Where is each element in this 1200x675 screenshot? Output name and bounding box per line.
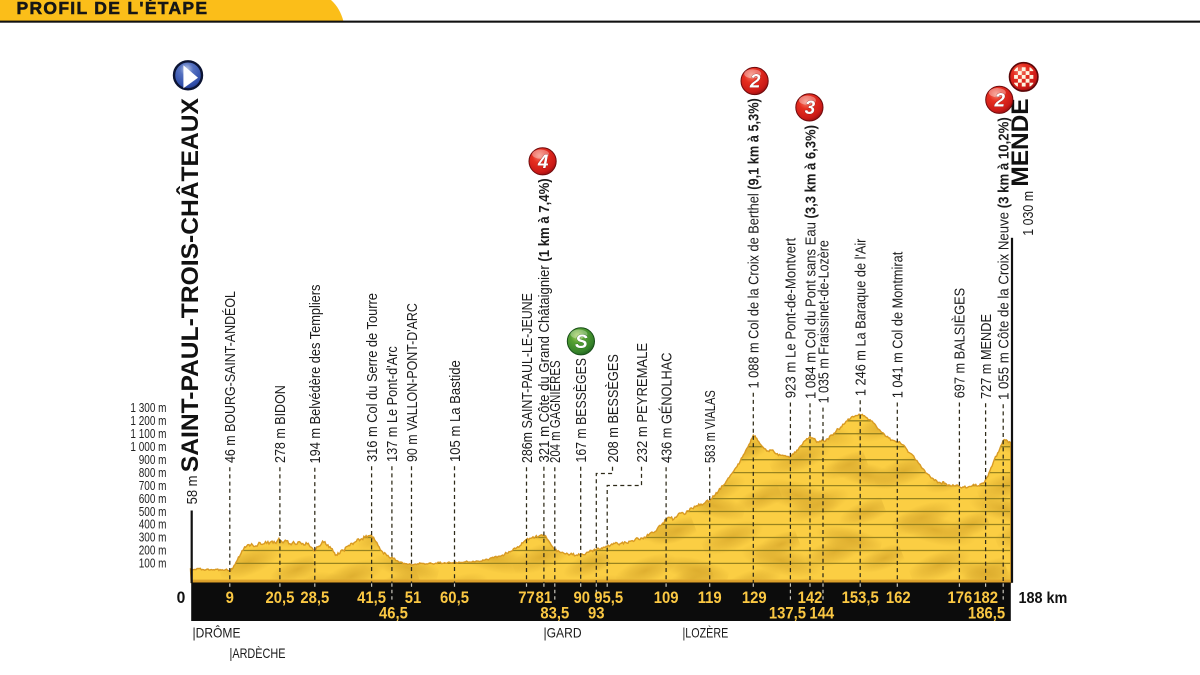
- svg-text:46,5: 46,5: [379, 605, 408, 623]
- svg-text:1 000 m: 1 000 m: [130, 441, 166, 454]
- svg-text:60,5: 60,5: [440, 589, 469, 607]
- svg-text:90 m VALLON-PONT-D'ARC: 90 m VALLON-PONT-D'ARC: [404, 303, 420, 462]
- svg-text:583 m VIALAS: 583 m VIALAS: [701, 390, 718, 463]
- svg-text:100 m: 100 m: [139, 558, 167, 571]
- svg-text:129: 129: [742, 589, 767, 607]
- svg-text:PROFIL DE L'ÉTAPE: PROFIL DE L'ÉTAPE: [17, 0, 209, 18]
- svg-text:46 m BOURG-SAINT-ANDÉOL: 46 m BOURG-SAINT-ANDÉOL: [221, 291, 238, 463]
- svg-text:400 m: 400 m: [139, 519, 167, 532]
- svg-text:90: 90: [573, 589, 590, 607]
- svg-text:200 m: 200 m: [139, 545, 167, 558]
- svg-text:1 030 m: 1 030 m: [1020, 191, 1036, 236]
- svg-text:83,5: 83,5: [540, 605, 569, 623]
- svg-text:800 m: 800 m: [139, 467, 167, 480]
- svg-text:20,5: 20,5: [265, 589, 294, 607]
- svg-text:1 084 m Col du Pont sans Eau (: 1 084 m Col du Pont sans Eau (3,3 km à 6…: [801, 125, 818, 399]
- svg-text:186,5: 186,5: [968, 605, 1005, 623]
- svg-text:1 088 m Col de la Croix de Ber: 1 088 m Col de la Croix de Berthel (9,1 …: [745, 98, 762, 388]
- svg-text:727 m MENDE: 727 m MENDE: [977, 314, 994, 399]
- svg-text:S: S: [575, 332, 588, 353]
- svg-text:300 m: 300 m: [139, 532, 167, 545]
- svg-text:1 100 m: 1 100 m: [130, 428, 166, 441]
- svg-text:58 m: 58 m: [183, 475, 200, 504]
- svg-text:119: 119: [698, 589, 722, 607]
- svg-text:500 m: 500 m: [139, 506, 167, 519]
- svg-text:9: 9: [226, 589, 235, 607]
- svg-text:|GARD: |GARD: [544, 625, 582, 641]
- svg-text:900 m: 900 m: [139, 454, 167, 467]
- svg-text:|LOZÈRE: |LOZÈRE: [683, 624, 729, 641]
- svg-text:232 m PEYREMALE: 232 m PEYREMALE: [633, 343, 650, 463]
- svg-text:697 m BALSIÈGES: 697 m BALSIÈGES: [951, 288, 968, 398]
- svg-text:0: 0: [177, 588, 186, 607]
- svg-text:188 km: 188 km: [1019, 589, 1068, 607]
- svg-text:436 m GÉNOLHAC: 436 m GÉNOLHAC: [657, 353, 674, 463]
- svg-text:700 m: 700 m: [139, 480, 167, 493]
- svg-text:321 m Côte du Grand Châtaignie: 321 m Côte du Grand Châtaignier (1 km à …: [535, 178, 552, 462]
- svg-text:|ARDÈCHE: |ARDÈCHE: [230, 645, 286, 662]
- svg-text:144: 144: [809, 605, 834, 623]
- svg-text:137,5: 137,5: [769, 605, 806, 623]
- svg-text:2: 2: [749, 72, 761, 93]
- svg-text:167 m BESSÈGES: 167 m BESSÈGES: [572, 358, 589, 462]
- svg-text:|DRÔME: |DRÔME: [193, 625, 241, 641]
- svg-text:137 m Le Pont-d'Arc: 137 m Le Pont-d'Arc: [383, 346, 400, 462]
- svg-text:153,5: 153,5: [842, 589, 879, 607]
- svg-text:MENDE: MENDE: [1007, 99, 1034, 187]
- svg-text:41,5: 41,5: [357, 589, 386, 607]
- svg-text:93: 93: [588, 605, 605, 623]
- svg-text:176: 176: [948, 589, 973, 607]
- svg-text:3: 3: [805, 98, 816, 119]
- svg-text:109: 109: [654, 589, 679, 607]
- svg-text:81: 81: [536, 589, 553, 607]
- svg-text:162: 162: [886, 589, 911, 607]
- svg-text:194 m Belvédère des Templiers: 194 m Belvédère des Templiers: [306, 285, 323, 464]
- svg-text:2: 2: [994, 90, 1006, 111]
- svg-text:4: 4: [537, 152, 549, 173]
- svg-text:600 m: 600 m: [139, 493, 167, 506]
- svg-text:204 m GAGNIÈRES: 204 m GAGNIÈRES: [547, 360, 564, 463]
- svg-text:278 m BIDON: 278 m BIDON: [271, 385, 288, 463]
- svg-text:316 m Col du Serre de Tourre: 316 m Col du Serre de Tourre: [363, 293, 380, 462]
- svg-text:51: 51: [405, 589, 422, 607]
- svg-text:77: 77: [518, 589, 535, 607]
- svg-text:1 246 m La Baraque de l'Air: 1 246 m La Baraque de l'Air: [851, 238, 868, 396]
- svg-text:SAINT-PAUL-TROIS-CHÂTEAUX: SAINT-PAUL-TROIS-CHÂTEAUX: [176, 98, 204, 472]
- svg-text:142: 142: [798, 589, 823, 607]
- svg-text:28,5: 28,5: [300, 589, 329, 607]
- svg-text:1 055 m Côte de la Croix Neuve: 1 055 m Côte de la Croix Neuve (3 km à 1…: [995, 117, 1012, 400]
- svg-text:1 035 m Fraissinet-de-Lozère: 1 035 m Fraissinet-de-Lozère: [814, 240, 831, 404]
- svg-text:923 m Le Pont-de-Montvert: 923 m Le Pont-de-Montvert: [782, 238, 799, 399]
- svg-text:1 200 m: 1 200 m: [130, 415, 166, 428]
- svg-text:95,5: 95,5: [594, 589, 623, 607]
- svg-text:1 041 m Col de Montmirat: 1 041 m Col de Montmirat: [889, 252, 906, 399]
- svg-text:286m SAINT-PAUL-LE-JEUNE: 286m SAINT-PAUL-LE-JEUNE: [519, 293, 535, 463]
- svg-text:1 300 m: 1 300 m: [130, 402, 166, 415]
- svg-text:208 m BESSÈGES: 208 m BESSÈGES: [604, 354, 621, 462]
- svg-text:105 m La Bastide: 105 m La Bastide: [446, 360, 463, 462]
- svg-text:182: 182: [973, 589, 998, 607]
